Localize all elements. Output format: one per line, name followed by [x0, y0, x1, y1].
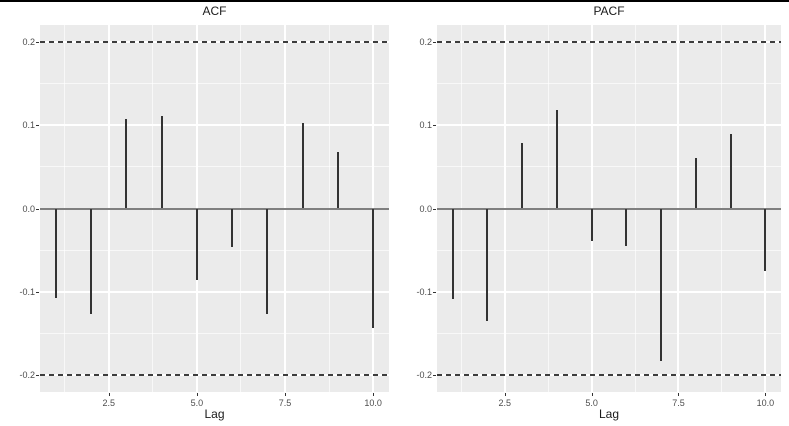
acf-x-tick-mark	[285, 393, 286, 396]
acf-spike-lag-6	[231, 208, 234, 247]
pacf-spike-lag-10	[764, 208, 767, 272]
pacf-y-tick-label: -0.2	[416, 370, 432, 381]
pacf-y-tick-label: 0.1	[419, 120, 432, 131]
acf-y-tick-mark	[36, 291, 39, 293]
pacf-x-tick-mark	[678, 393, 680, 396]
pacf-spike-lag-4	[555, 110, 558, 209]
pacf-x-tick-label: 10.0	[756, 398, 775, 408]
acf-gridline-major-h	[40, 124, 389, 127]
pacf-confidence-band-line	[437, 40, 781, 43]
pacf-x-tick-label: 7.5	[672, 398, 685, 408]
pacf-y-tick-mark	[433, 125, 436, 127]
acf-y-tick-mark	[36, 208, 39, 210]
acf-y-tick-label: 0.0	[22, 203, 35, 214]
acf-title: ACF	[202, 4, 227, 18]
acf-x-tick-label: 5.0	[190, 398, 204, 408]
pacf-y-tick-label: 0.0	[419, 203, 432, 214]
acf-x-tick-mark	[196, 393, 198, 396]
pacf-spike-lag-9	[729, 134, 732, 209]
acf-y-tick-mark	[36, 125, 39, 127]
acf-spike-lag-5	[195, 208, 198, 281]
acf-y-tick-label: 0.1	[22, 120, 35, 131]
pacf-x-tick-mark	[591, 393, 593, 396]
pacf-panel	[437, 25, 781, 392]
acf-y-tick-label: -0.2	[19, 370, 35, 381]
pacf-y-tick-label: -0.1	[416, 286, 432, 297]
top-border-line	[0, 0, 789, 2]
pacf-gridline-major-h	[437, 124, 781, 127]
pacf-gridline-minor-h	[437, 82, 781, 84]
acf-spike-lag-3	[125, 119, 128, 209]
acf-gridline-minor-h	[40, 82, 389, 84]
pacf-spike-lag-7	[660, 208, 663, 362]
pacf-gridline-minor-h	[437, 166, 781, 168]
pacf-x-tick-label: 5.0	[585, 398, 598, 408]
acf-y-tick-label: 0.2	[22, 36, 35, 47]
pacf-gridline-major-h	[437, 290, 781, 293]
acf-spike-lag-10	[372, 208, 375, 328]
acf-y-tick-mark	[36, 375, 39, 377]
acf-x-tick-mark	[373, 393, 375, 396]
pacf-y-tick-mark	[433, 291, 436, 293]
acf-spike-lag-9	[336, 151, 339, 209]
acf-x-tick-mark	[108, 393, 110, 396]
pacf-x-axis-label: Lag	[598, 407, 620, 421]
acf-spike-lag-8	[301, 123, 304, 209]
pacf-spike-lag-2	[486, 208, 489, 322]
acf-confidence-band-line	[40, 374, 389, 377]
pacf-y-tick-mark	[433, 208, 436, 210]
pacf-title: PACF	[593, 4, 625, 18]
acf-gridline-minor-h	[40, 333, 389, 335]
pacf-spike-lag-8	[694, 158, 697, 209]
acf-x-axis-label: Lag	[204, 407, 225, 421]
pacf-spike-lag-5	[590, 208, 593, 242]
pacf-plot: PACF Lag -0.2 -0.1 0.0 0.1 0.2 2.5 5.0 7.5 10.0	[394, 0, 789, 426]
pacf-y-tick-label: 0.2	[419, 36, 432, 47]
pacf-confidence-band-line	[437, 374, 781, 377]
acf-x-tick-label: 2.5	[102, 398, 115, 408]
pacf-spike-lag-3	[521, 143, 524, 209]
pacf-y-tick-mark	[433, 375, 436, 377]
acf-zero-line	[40, 207, 389, 210]
acf-gridline-minor-h	[40, 249, 389, 251]
pacf-y-tick-mark	[433, 41, 436, 43]
acf-x-tick-label: 7.5	[278, 398, 292, 408]
pacf-spike-lag-1	[451, 208, 454, 299]
acf-spike-lag-1	[54, 208, 57, 298]
acf-confidence-band-line	[40, 40, 389, 43]
acf-x-tick-label: 10.0	[364, 398, 382, 408]
acf-y-tick-label: -0.1	[19, 286, 35, 297]
pacf-gridline-minor-h	[437, 249, 781, 251]
pacf-gridline-minor-h	[437, 333, 781, 335]
pacf-zero-line	[437, 207, 781, 210]
acf-gridline-minor-h	[40, 166, 389, 168]
pacf-spike-lag-6	[625, 208, 628, 247]
acf-panel	[40, 25, 389, 392]
pacf-x-tick-label: 2.5	[498, 398, 511, 408]
pacf-x-tick-mark	[504, 393, 506, 396]
acf-y-tick-mark	[36, 41, 39, 43]
acf-spike-lag-2	[90, 208, 93, 314]
acf-gridline-major-h	[40, 290, 389, 293]
acf-plot: ACF Lag -0.2 -0.1 0.0 0.1 0.2 2.5 5.0 7.5 10.0	[0, 0, 394, 426]
acf-spike-lag-7	[266, 208, 269, 315]
pacf-x-tick-mark	[765, 393, 767, 396]
acf-spike-lag-4	[160, 115, 163, 209]
